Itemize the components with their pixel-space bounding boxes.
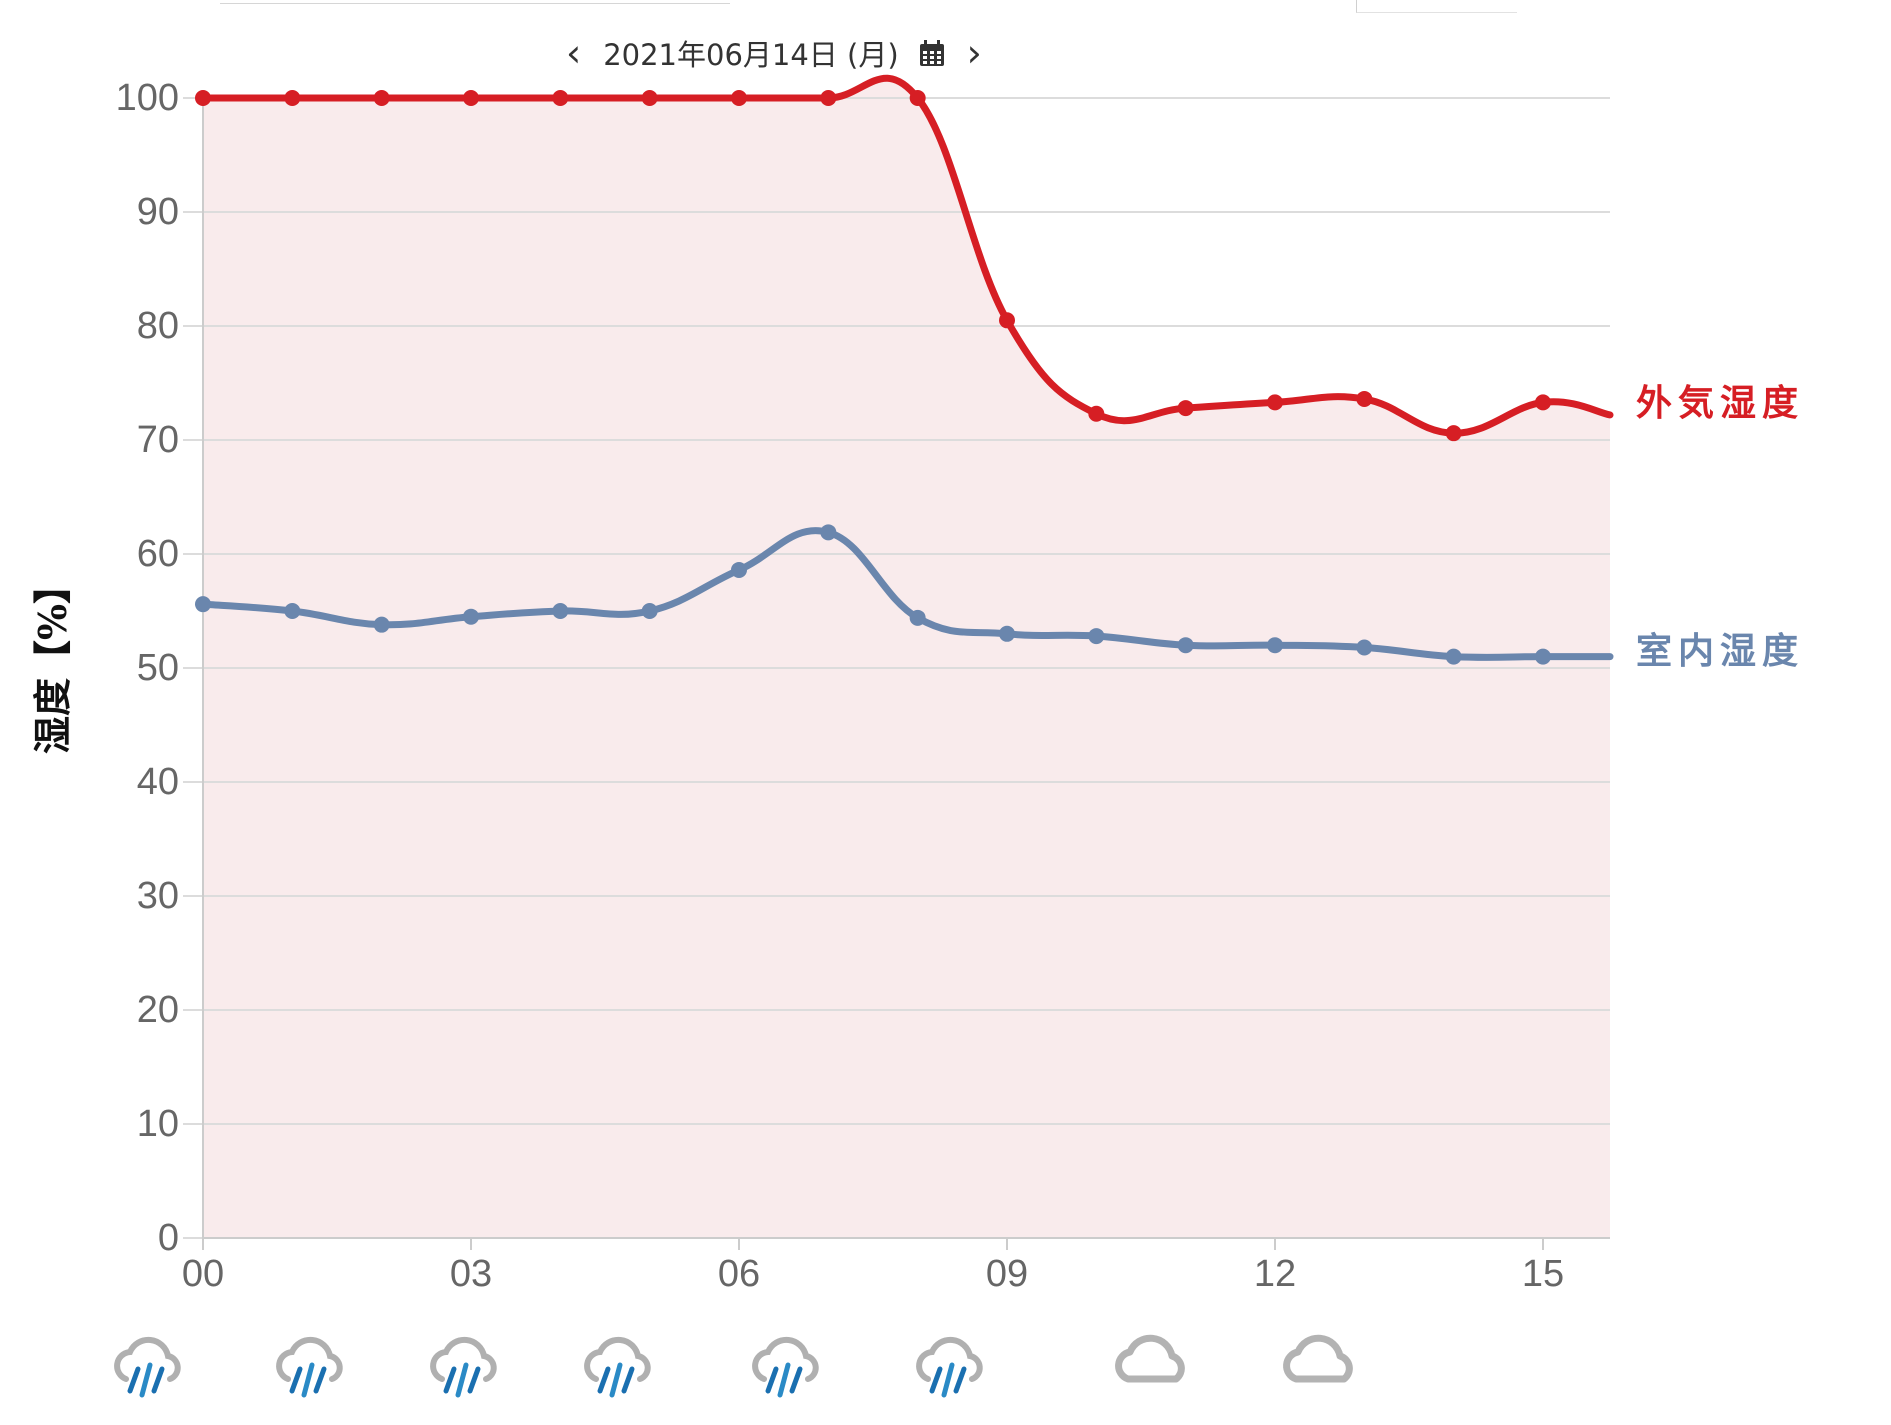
- y-tick-label: 80: [137, 305, 179, 347]
- rain-cloud-outline: [584, 1336, 651, 1382]
- data-point: [909, 609, 926, 626]
- rain-icon: [430, 1336, 497, 1398]
- rain-drop: [789, 1366, 803, 1394]
- chevron-right-icon[interactable]: ›: [966, 31, 982, 75]
- data-point: [373, 90, 390, 106]
- data-point: [1177, 637, 1194, 654]
- y-tick-label: 90: [137, 191, 179, 233]
- date-navigator: ‹ 2021年06月14日 (月) ›: [560, 30, 988, 76]
- data-point: [1356, 390, 1373, 407]
- series-line-0: [199, 74, 1614, 437]
- rain-drop: [467, 1366, 481, 1394]
- cloud-outline: [1283, 1334, 1353, 1383]
- data-point: [284, 90, 301, 106]
- data-point: [463, 608, 479, 625]
- y-tick-label: 70: [137, 419, 179, 461]
- data-point: [1535, 394, 1551, 411]
- rain-icon: [916, 1336, 983, 1398]
- series-label-0: 外気湿度: [1636, 382, 1804, 424]
- cloud-icon: [1283, 1334, 1353, 1383]
- data-point: [641, 603, 658, 619]
- rain-drop: [941, 1362, 955, 1398]
- top-button-edge: [1356, 0, 1517, 13]
- rain-icon: [584, 1336, 651, 1398]
- rain-drop: [929, 1366, 943, 1394]
- data-point: [731, 561, 747, 578]
- data-point: [552, 90, 569, 106]
- rain-cloud-outline: [430, 1336, 497, 1382]
- rain-drop: [953, 1366, 967, 1394]
- data-point: [195, 90, 211, 106]
- data-point: [641, 90, 658, 106]
- rain-cloud-outline: [114, 1336, 181, 1382]
- data-point: [373, 616, 390, 633]
- cloud-icon: [1115, 1334, 1185, 1383]
- rain-drop: [609, 1362, 623, 1398]
- rain-drop: [127, 1366, 141, 1394]
- y-axis-title: 湿度【%】: [30, 566, 75, 754]
- data-point: [284, 603, 301, 619]
- y-tick-label: 100: [116, 77, 179, 119]
- y-tick-label: 30: [137, 875, 179, 917]
- x-tick-label: 09: [986, 1253, 1028, 1295]
- data-point: [552, 603, 569, 619]
- y-tick-label: 40: [137, 761, 179, 803]
- y-tick-label: 10: [137, 1103, 179, 1145]
- data-point: [820, 524, 837, 541]
- x-tick-label: 00: [182, 1253, 224, 1295]
- rain-icon: [752, 1336, 819, 1398]
- y-tick-label: 20: [137, 989, 179, 1031]
- data-point: [195, 596, 211, 613]
- rain-cloud-outline: [916, 1336, 983, 1382]
- rain-drop: [151, 1366, 165, 1394]
- top-input-edge: [220, 0, 730, 4]
- data-point: [1445, 648, 1462, 665]
- data-point: [1445, 425, 1462, 442]
- x-tick-label: 12: [1254, 1253, 1296, 1295]
- rain-drop: [455, 1362, 469, 1398]
- x-tick-label: 06: [718, 1253, 760, 1295]
- y-tick-label: 60: [137, 533, 179, 575]
- cloud-outline: [1115, 1334, 1185, 1383]
- rain-drop: [289, 1366, 303, 1394]
- rain-drop: [139, 1362, 153, 1398]
- data-point: [820, 90, 837, 106]
- rain-cloud-outline: [276, 1336, 343, 1382]
- x-tick-label: 03: [450, 1253, 492, 1295]
- data-point: [731, 90, 747, 106]
- date-label: 2021年06月14日 (月): [603, 38, 899, 72]
- rain-drop: [313, 1366, 327, 1394]
- rain-drop: [777, 1362, 791, 1398]
- rain-drop: [621, 1366, 635, 1394]
- series-line-1: [199, 527, 1614, 661]
- data-point: [1177, 400, 1194, 417]
- rain-cloud-outline: [752, 1336, 819, 1382]
- rain-drop: [597, 1366, 611, 1394]
- data-point: [999, 312, 1015, 329]
- rain-drop: [301, 1362, 315, 1398]
- series-label-1: 室内湿度: [1636, 630, 1804, 672]
- rain-icon: [276, 1336, 343, 1398]
- data-point: [463, 90, 479, 106]
- data-point: [1088, 628, 1105, 645]
- rain-icon: [114, 1336, 181, 1398]
- outdoor-humidity-area: [203, 78, 1610, 1239]
- calendar-icon[interactable]: [919, 39, 945, 67]
- data-point: [1088, 405, 1105, 422]
- data-point: [1267, 394, 1283, 411]
- x-tick-label: 15: [1522, 1253, 1564, 1295]
- y-tick-label: 0: [158, 1217, 179, 1259]
- rain-drop: [443, 1366, 457, 1394]
- rain-drop: [765, 1366, 779, 1394]
- data-point: [1267, 637, 1283, 654]
- chevron-left-icon[interactable]: ‹: [566, 31, 582, 75]
- data-point: [1535, 648, 1551, 665]
- data-point: [999, 625, 1015, 642]
- data-point: [1356, 639, 1373, 656]
- y-tick-label: 50: [137, 647, 179, 689]
- data-point: [909, 90, 926, 106]
